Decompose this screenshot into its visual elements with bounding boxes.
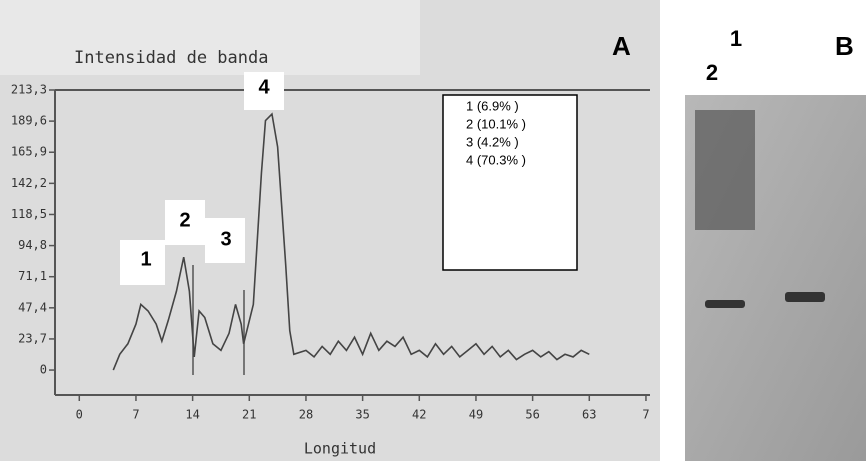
x-tick-label: 49 — [469, 408, 483, 422]
legend-box — [442, 94, 578, 271]
x-tick-label: 35 — [355, 408, 369, 422]
x-tick-label: 0 — [76, 408, 83, 422]
peak-label: 1 — [140, 248, 151, 270]
lane-label: 1 — [730, 26, 742, 51]
x-tick-label: 14 — [185, 408, 199, 422]
legend-entry: 1 (6.9% ) — [466, 98, 519, 113]
peak-label-box — [120, 240, 165, 285]
peak-label: 4 — [258, 76, 270, 98]
title-strip — [0, 0, 420, 75]
legend-entry: 2 (10.1% ) — [466, 116, 526, 131]
y-tick-label: 189,6 — [11, 114, 47, 128]
legend-entry: 4 (70.3% ) — [466, 152, 526, 167]
x-tick-label: 56 — [525, 408, 539, 422]
gel-band — [705, 300, 745, 308]
x-tick-label: 21 — [242, 408, 256, 422]
y-tick-label: 142,2 — [11, 176, 47, 190]
panel-label: B — [835, 31, 854, 61]
gel-band — [785, 292, 825, 302]
data-line — [112, 112, 590, 371]
x-tick-label: 7 — [642, 408, 649, 422]
peak-label: 2 — [179, 209, 190, 231]
x-tick-label: 7 — [132, 408, 139, 422]
peak-label-box — [165, 200, 205, 245]
y-tick-label: 0 — [40, 363, 47, 377]
legend: 1 (6.9% ) 2 (10.1% ) 3 (4.2% ) 4 (70.3% ) — [466, 98, 526, 167]
legend-entry: 3 (4.2% ) — [466, 134, 519, 149]
y-tick-label: 165,9 — [11, 145, 47, 159]
y-tick-label: 94,8 — [18, 238, 47, 252]
peak-label: 3 — [220, 228, 231, 250]
peak-label-box — [205, 218, 245, 263]
chart-title: Intensidad de banda — [74, 48, 268, 68]
y-tick-label: 118,5 — [11, 207, 47, 221]
x-axis-label: Longitud — [304, 440, 376, 458]
x-tick-label: 63 — [582, 408, 596, 422]
y-tick-label: 213,3 — [11, 83, 47, 97]
x-tick-label: 28 — [299, 408, 313, 422]
panel-label: A — [612, 31, 631, 61]
y-tick-label: 23,7 — [18, 331, 47, 345]
y-tick-label: 47,4 — [18, 300, 47, 314]
peak-label-box — [244, 72, 284, 110]
y-tick-label: 71,1 — [18, 269, 47, 283]
gel-smear — [695, 110, 755, 230]
x-tick-label: 42 — [412, 408, 426, 422]
lane-label: 2 — [706, 60, 718, 85]
